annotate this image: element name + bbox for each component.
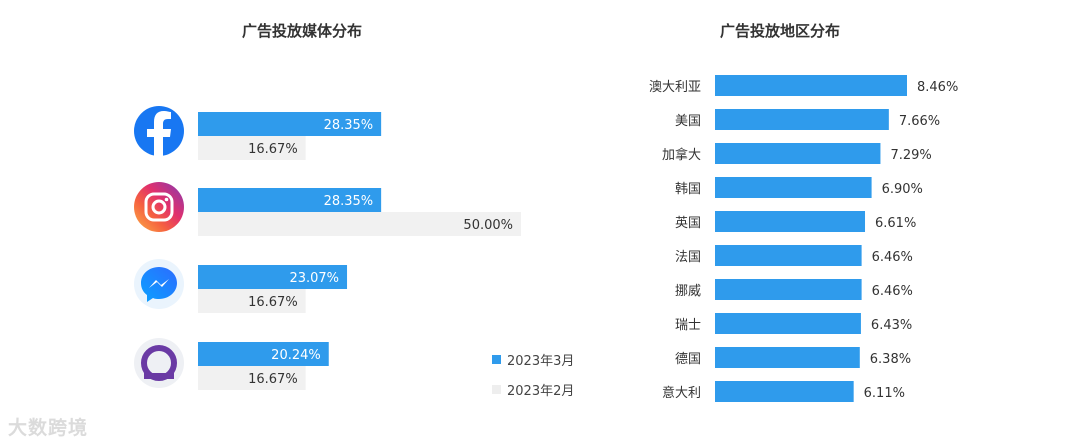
media-chart-title: 广告投放媒体分布	[240, 20, 365, 43]
media-bar-march-1	[198, 188, 382, 212]
quora-icon	[134, 338, 184, 388]
region-category-8: 德国	[675, 352, 701, 367]
region-bar-6	[715, 279, 862, 300]
facebook-icon	[134, 106, 184, 156]
region-value-label-3: 6.90%	[882, 182, 923, 197]
legend-swatch-february	[492, 385, 501, 394]
media-label-february-1: 50.00%	[463, 218, 513, 233]
region-value-label-5: 6.46%	[872, 250, 913, 265]
region-value-label-6: 6.46%	[872, 284, 913, 299]
region-chart-title: 广告投放地区分布	[718, 20, 843, 43]
region-bar-0	[715, 75, 907, 96]
region-bar-8	[715, 347, 860, 368]
media-bar-march-3	[198, 342, 329, 366]
media-bar-march-2	[198, 265, 348, 289]
region-bar-7	[715, 313, 861, 334]
media-bar-march-0	[198, 112, 382, 136]
media-label-march-0: 28.35%	[324, 118, 374, 133]
media-label-march-3: 20.24%	[271, 348, 321, 363]
region-category-1: 美国	[675, 114, 701, 129]
legend-label-february: 2023年2月	[507, 384, 575, 399]
messenger-icon	[134, 259, 184, 309]
region-category-4: 英国	[675, 216, 701, 231]
region-bar-4	[715, 211, 866, 232]
watermark: 大数跨境	[8, 417, 89, 439]
media-bar-february-1	[198, 212, 521, 236]
media-label-february-2: 16.67%	[248, 295, 298, 310]
region-bar-1	[715, 109, 889, 130]
region-category-5: 法国	[675, 250, 701, 265]
region-bar-2	[715, 143, 881, 164]
region-bar-5	[715, 245, 862, 266]
legend-item-march: 2023年3月	[492, 350, 574, 369]
region-value-label-0: 8.46%	[917, 80, 958, 95]
instagram-icon	[134, 182, 184, 232]
region-category-6: 挪威	[675, 284, 701, 299]
media-label-march-2: 23.07%	[289, 271, 339, 286]
legend-swatch-march	[492, 355, 501, 364]
region-value-label-9: 6.11%	[864, 386, 905, 401]
region-value-label-2: 7.29%	[890, 148, 931, 163]
media-bar-february-0	[198, 136, 306, 160]
media-bar-february-2	[198, 289, 306, 313]
media-label-february-3: 16.67%	[248, 372, 298, 387]
legend-label-march: 2023年3月	[507, 354, 575, 369]
region-category-0: 澳大利亚	[649, 79, 701, 95]
region-value-label-1: 7.66%	[899, 114, 940, 129]
region-category-3: 韩国	[675, 182, 701, 197]
region-bar-9	[715, 381, 854, 402]
region-category-2: 加拿大	[662, 147, 701, 163]
region-value-label-4: 6.61%	[875, 216, 916, 231]
media-bar-february-3	[198, 366, 306, 390]
legend-item-february: 2023年2月	[492, 380, 574, 399]
region-category-7: 瑞士	[675, 318, 701, 333]
media-label-march-1: 28.35%	[324, 194, 374, 209]
media-label-february-0: 16.67%	[248, 142, 298, 157]
region-bar-3	[715, 177, 872, 198]
region-value-label-7: 6.43%	[871, 318, 912, 333]
region-value-label-8: 6.38%	[870, 352, 911, 367]
region-category-9: 意大利	[662, 385, 701, 401]
